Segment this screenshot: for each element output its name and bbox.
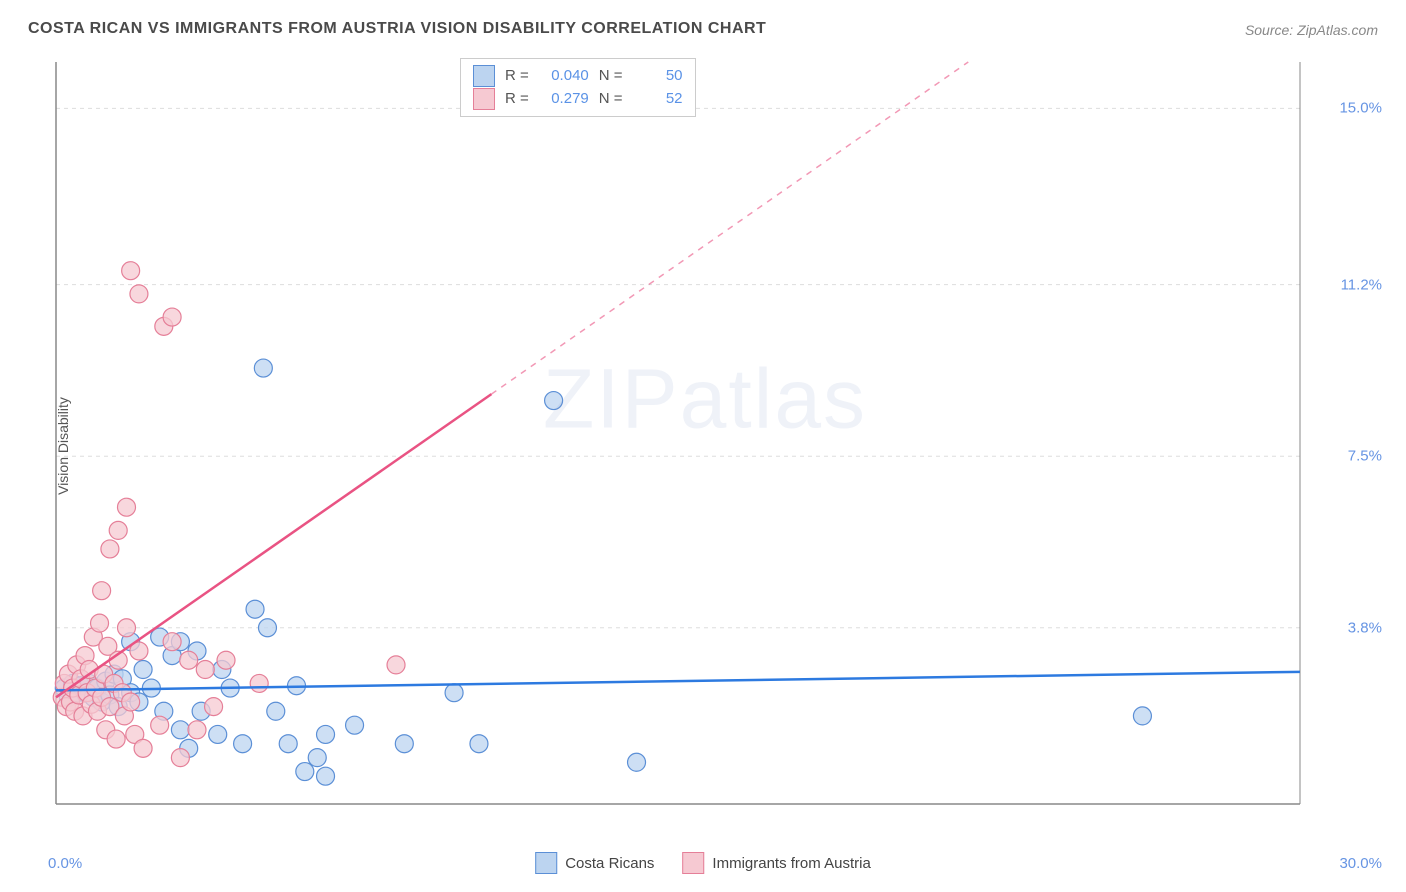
stats-legend-box: R = 0.040 N = 50 R = 0.279 N = 52 [460, 58, 696, 117]
swatch-series-2 [473, 88, 495, 110]
stats-row-series-1: R = 0.040 N = 50 [473, 65, 683, 88]
r-value-series-2: 0.279 [539, 88, 589, 111]
legend-item-2: Immigrants from Austria [682, 852, 870, 874]
y-tick-label: 15.0% [1339, 100, 1382, 117]
legend-label-1: Costa Ricans [565, 855, 654, 872]
legend-item-1: Costa Ricans [535, 852, 654, 874]
bottom-legend: Costa Ricans Immigrants from Austria [535, 852, 871, 874]
source-label: Source: ZipAtlas.com [1245, 22, 1378, 38]
y-tick-label: 11.2% [1341, 276, 1382, 293]
chart-svg [50, 52, 1360, 822]
legend-swatch-2 [682, 852, 704, 874]
x-axis-max-label: 30.0% [1339, 855, 1382, 872]
stats-row-series-2: R = 0.279 N = 52 [473, 88, 683, 111]
legend-label-2: Immigrants from Austria [712, 855, 870, 872]
chart-title: COSTA RICAN VS IMMIGRANTS FROM AUSTRIA V… [28, 20, 766, 38]
chart-plot-area: ZIPatlas [50, 52, 1360, 822]
swatch-series-1 [473, 65, 495, 87]
y-tick-label: 7.5% [1348, 448, 1382, 465]
y-tick-label: 3.8% [1348, 619, 1382, 636]
n-value-series-1: 50 [633, 65, 683, 88]
x-axis-min-label: 0.0% [48, 855, 82, 872]
r-value-series-1: 0.040 [539, 65, 589, 88]
n-value-series-2: 52 [633, 88, 683, 111]
legend-swatch-1 [535, 852, 557, 874]
